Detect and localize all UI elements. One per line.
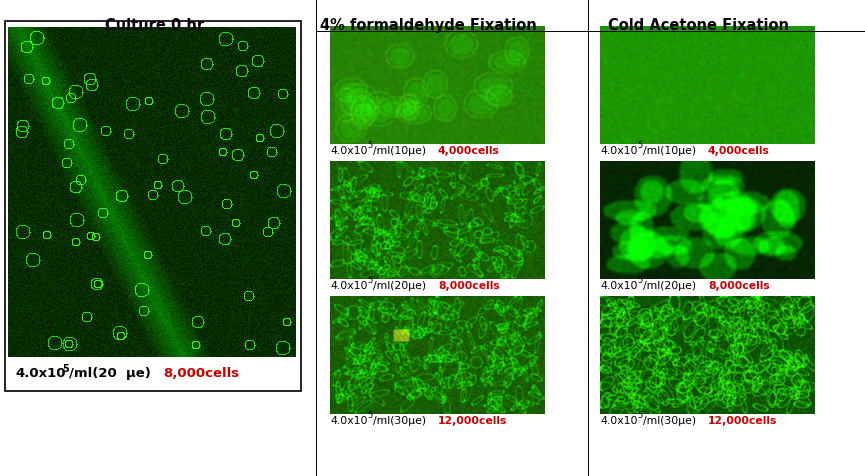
Text: 4.0x10: 4.0x10 <box>600 146 638 156</box>
Text: 4,000cells: 4,000cells <box>708 146 770 156</box>
Text: /ml(10μe): /ml(10μe) <box>373 146 426 156</box>
Text: 4.0x10: 4.0x10 <box>15 366 66 379</box>
Text: 4.0x10: 4.0x10 <box>330 280 368 290</box>
Text: 5: 5 <box>637 276 642 284</box>
Text: 5: 5 <box>637 141 642 149</box>
Text: 4,000cells: 4,000cells <box>438 146 500 156</box>
Text: 8,000cells: 8,000cells <box>438 280 500 290</box>
Text: 4.0x10: 4.0x10 <box>600 415 638 425</box>
Text: 5: 5 <box>367 410 372 419</box>
Text: 5: 5 <box>62 363 68 373</box>
Text: 4.0x10: 4.0x10 <box>330 146 368 156</box>
Text: 8,000cells: 8,000cells <box>163 366 239 379</box>
Text: 5: 5 <box>367 141 372 149</box>
Text: 4% formaldehyde Fixation: 4% formaldehyde Fixation <box>320 18 536 33</box>
Text: /ml(20μe): /ml(20μe) <box>373 280 426 290</box>
Text: /ml(30μe): /ml(30μe) <box>373 415 426 425</box>
Text: /ml(30μe): /ml(30μe) <box>643 415 696 425</box>
Text: 4.0x10: 4.0x10 <box>330 415 368 425</box>
Text: 5: 5 <box>637 410 642 419</box>
Text: 4.0x10: 4.0x10 <box>600 280 638 290</box>
Text: Cold Acetone Fixation: Cold Acetone Fixation <box>607 18 789 33</box>
Text: /ml(20μe): /ml(20μe) <box>643 280 696 290</box>
Text: 5: 5 <box>367 276 372 284</box>
Text: 8,000cells: 8,000cells <box>708 280 770 290</box>
Text: 12,000cells: 12,000cells <box>708 415 778 425</box>
Text: 12,000cells: 12,000cells <box>438 415 508 425</box>
Text: /ml(10μe): /ml(10μe) <box>643 146 696 156</box>
Text: Culture 0 hr: Culture 0 hr <box>106 18 204 33</box>
Bar <box>5 22 301 391</box>
Text: /ml(20  μe): /ml(20 μe) <box>69 366 151 379</box>
